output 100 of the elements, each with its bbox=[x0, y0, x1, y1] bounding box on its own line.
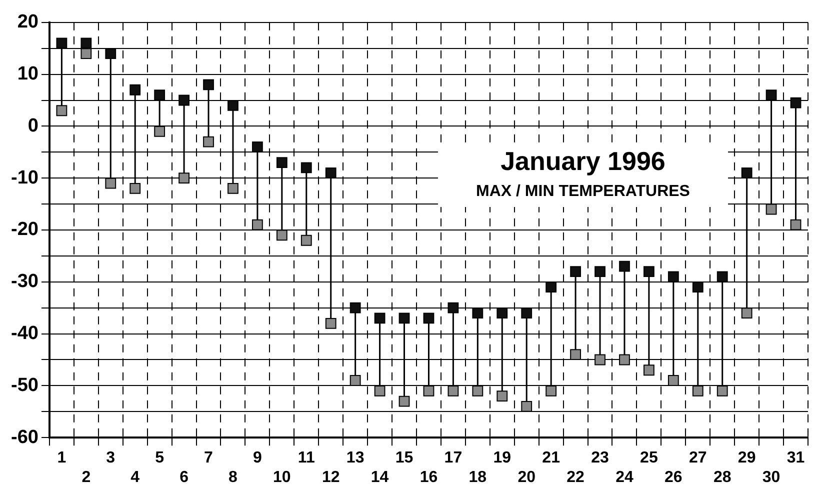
point bbox=[619, 354, 630, 366]
point bbox=[594, 354, 606, 366]
point bbox=[276, 230, 288, 241]
point bbox=[325, 167, 336, 178]
point bbox=[716, 271, 728, 282]
x-tick-label: 4 bbox=[130, 468, 140, 486]
point bbox=[668, 271, 679, 282]
point bbox=[521, 401, 532, 412]
x-tick-label: 31 bbox=[786, 450, 805, 467]
x-tick-label: 27 bbox=[688, 450, 707, 467]
y-tick-label: 20 bbox=[17, 12, 38, 33]
x-tick-label: 6 bbox=[180, 468, 189, 486]
y-tick-label: -20 bbox=[10, 219, 38, 240]
x-tick-label: 9 bbox=[252, 450, 262, 467]
point bbox=[228, 183, 238, 194]
x-tick-label: 15 bbox=[395, 450, 414, 467]
point bbox=[766, 90, 777, 101]
x-tick-label: 19 bbox=[493, 450, 512, 467]
point bbox=[154, 90, 166, 101]
point bbox=[398, 396, 410, 407]
x-tick-label: 29 bbox=[738, 450, 756, 467]
x-tick-label: 1 bbox=[57, 450, 66, 467]
point bbox=[546, 385, 557, 396]
y-tick-label: 0 bbox=[28, 115, 38, 136]
y-tick-label: -30 bbox=[10, 271, 38, 292]
point bbox=[350, 302, 361, 314]
point bbox=[252, 219, 263, 230]
point bbox=[130, 183, 141, 194]
point bbox=[790, 97, 802, 108]
point bbox=[619, 260, 630, 272]
point bbox=[300, 162, 312, 174]
point bbox=[570, 266, 581, 277]
point bbox=[80, 38, 92, 49]
point bbox=[766, 204, 777, 215]
point bbox=[741, 308, 752, 318]
text: MAX / MIN TEMPERATURES bbox=[475, 183, 691, 201]
point bbox=[398, 312, 410, 324]
point bbox=[300, 234, 312, 246]
point bbox=[130, 84, 141, 96]
x-tick-label: 14 bbox=[370, 468, 389, 486]
x-tick-label: 12 bbox=[322, 468, 340, 486]
point bbox=[228, 100, 238, 111]
x-tick-label: 3 bbox=[106, 450, 116, 467]
y-tick-label: 10 bbox=[17, 64, 38, 85]
y-tick-label: -40 bbox=[10, 323, 38, 344]
point bbox=[570, 349, 581, 360]
point bbox=[423, 312, 434, 324]
point bbox=[423, 385, 434, 396]
point bbox=[105, 48, 116, 59]
point bbox=[203, 136, 214, 148]
point bbox=[546, 282, 557, 293]
text: January 1996 bbox=[500, 146, 666, 177]
point bbox=[203, 79, 214, 90]
x-tick-label: 17 bbox=[444, 450, 462, 467]
x-tick-label: 25 bbox=[640, 450, 658, 467]
point bbox=[448, 302, 459, 314]
point bbox=[350, 375, 361, 386]
point bbox=[496, 390, 508, 402]
point bbox=[56, 38, 68, 49]
x-tick-label: 28 bbox=[713, 468, 732, 486]
x-tick-label: 23 bbox=[591, 450, 610, 467]
point bbox=[692, 385, 704, 396]
point bbox=[374, 385, 386, 396]
x-tick-label: 20 bbox=[518, 468, 536, 486]
point bbox=[56, 105, 68, 116]
point bbox=[448, 385, 459, 396]
point bbox=[154, 126, 166, 137]
x-tick-label: 5 bbox=[155, 450, 164, 467]
point bbox=[80, 48, 92, 59]
x-tick-label: 16 bbox=[420, 468, 438, 486]
x-tick-label: 24 bbox=[616, 468, 634, 486]
point bbox=[252, 142, 263, 152]
x-tick-label: 10 bbox=[273, 468, 291, 486]
point bbox=[594, 266, 606, 277]
point bbox=[692, 282, 704, 293]
point bbox=[472, 385, 484, 396]
point bbox=[521, 308, 532, 318]
point bbox=[276, 157, 288, 168]
point bbox=[374, 312, 386, 324]
y-tick-label: -60 bbox=[10, 426, 38, 448]
x-tick-label: 11 bbox=[298, 450, 315, 467]
x-tick-label: 22 bbox=[566, 468, 585, 486]
point bbox=[178, 94, 190, 106]
y-tick-label: -10 bbox=[10, 167, 38, 188]
point bbox=[741, 167, 752, 178]
point bbox=[716, 385, 728, 396]
x-tick-label: 2 bbox=[82, 468, 91, 486]
x-tick-label: 13 bbox=[346, 450, 364, 467]
x-tick-label: 26 bbox=[664, 468, 682, 486]
x-tick-label: 21 bbox=[542, 450, 560, 467]
point bbox=[790, 219, 802, 230]
y-tick-label: -50 bbox=[10, 374, 38, 396]
point bbox=[644, 364, 654, 376]
x-tick-label: 7 bbox=[204, 450, 214, 467]
point bbox=[325, 318, 336, 329]
point bbox=[668, 375, 679, 386]
x-tick-label: 18 bbox=[468, 468, 487, 486]
point bbox=[178, 172, 190, 184]
point bbox=[496, 308, 508, 318]
point bbox=[472, 308, 484, 318]
